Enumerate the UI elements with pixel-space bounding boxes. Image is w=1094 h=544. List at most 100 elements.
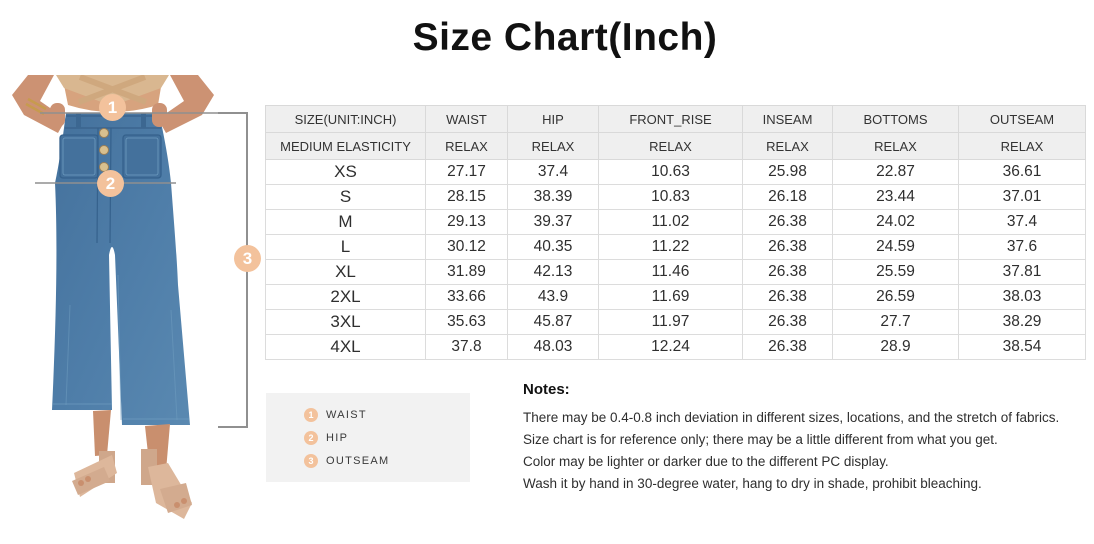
measurement-legend: 1 WAIST 2 HIP 3 OUTSEAM bbox=[266, 393, 470, 482]
value-cell: 26.38 bbox=[742, 309, 833, 335]
value-cell: 26.18 bbox=[742, 184, 833, 210]
value-cell: 37.4 bbox=[507, 159, 599, 185]
header-row-fit: MEDIUM ELASTICITY RELAX RELAX RELAX RELAX REL… bbox=[265, 132, 1086, 160]
value-cell: 29.13 bbox=[425, 209, 508, 235]
value-cell: 10.83 bbox=[598, 184, 743, 210]
value-cell: 27.7 bbox=[832, 309, 959, 335]
legend-label-outseam: OUTSEAM bbox=[326, 454, 390, 467]
value-cell: 11.46 bbox=[598, 259, 743, 285]
value-cell: 35.63 bbox=[425, 309, 508, 335]
outseam-marker: 3 bbox=[234, 245, 261, 272]
value-cell: 28.15 bbox=[425, 184, 508, 210]
table-row: XS 27.17 37.4 10.63 25.98 22.87 36.61 bbox=[265, 159, 1086, 185]
column-header: RELAX bbox=[832, 132, 959, 160]
value-cell: 39.37 bbox=[507, 209, 599, 235]
value-cell: 11.97 bbox=[598, 309, 743, 335]
value-cell: 40.35 bbox=[507, 234, 599, 260]
column-header: RELAX bbox=[598, 132, 743, 160]
value-cell: 12.24 bbox=[598, 334, 743, 360]
value-cell: 26.38 bbox=[742, 334, 833, 360]
value-cell: 37.6 bbox=[958, 234, 1086, 260]
value-cell: 10.63 bbox=[598, 159, 743, 185]
page-title: Size Chart(Inch) bbox=[412, 16, 718, 59]
value-cell: 11.02 bbox=[598, 209, 743, 235]
column-header: HIP bbox=[507, 105, 599, 133]
waist-marker: 1 bbox=[99, 94, 126, 121]
value-cell: 24.02 bbox=[832, 209, 959, 235]
legend-num-2: 2 bbox=[304, 430, 318, 445]
column-header: RELAX bbox=[507, 132, 599, 160]
value-cell: 36.61 bbox=[958, 159, 1086, 185]
size-cell: 4XL bbox=[265, 334, 426, 360]
legend-item-hip: 2 HIP bbox=[304, 430, 470, 445]
column-header: OUTSEAM bbox=[958, 105, 1086, 133]
value-cell: 48.03 bbox=[507, 334, 599, 360]
size-table-body: XS 27.17 37.4 10.63 25.98 22.87 36.61 S 28.15 38.… bbox=[265, 159, 1086, 360]
size-table: SIZE(UNIT:INCH) WAIST HIP FRONT_RISE INSEAM B… bbox=[265, 105, 1086, 360]
value-cell: 38.29 bbox=[958, 309, 1086, 335]
column-header: RELAX bbox=[958, 132, 1086, 160]
value-cell: 30.12 bbox=[425, 234, 508, 260]
header-row-main: SIZE(UNIT:INCH) WAIST HIP FRONT_RISE INSEAM B… bbox=[265, 105, 1086, 133]
column-header: WAIST bbox=[425, 105, 508, 133]
value-cell: 28.9 bbox=[832, 334, 959, 360]
notes-heading: Notes: bbox=[523, 381, 570, 398]
legend-item-waist: 1 WAIST bbox=[304, 407, 470, 422]
value-cell: 26.38 bbox=[742, 234, 833, 260]
size-cell: XS bbox=[265, 159, 426, 185]
table-row: 3XL 35.63 45.87 11.97 26.38 27.7 38.29 bbox=[265, 309, 1086, 335]
note-line: There may be 0.4-0.8 inch deviation in d… bbox=[523, 410, 1060, 425]
value-cell: 37.8 bbox=[425, 334, 508, 360]
note-line: Size chart is for reference only; there … bbox=[523, 432, 998, 447]
table-row: 2XL 33.66 43.9 11.69 26.38 26.59 38.03 bbox=[265, 284, 1086, 310]
model-photo bbox=[12, 75, 225, 519]
note-line: Color may be lighter or darker due to th… bbox=[523, 454, 889, 469]
value-cell: 37.4 bbox=[958, 209, 1086, 235]
size-table-head: SIZE(UNIT:INCH) WAIST HIP FRONT_RISE INSEAM B… bbox=[265, 105, 1086, 160]
column-header: RELAX bbox=[742, 132, 833, 160]
value-cell: 11.69 bbox=[598, 284, 743, 310]
hip-marker: 2 bbox=[97, 170, 124, 197]
size-cell: 2XL bbox=[265, 284, 426, 310]
legend-num-3: 3 bbox=[304, 453, 318, 468]
value-cell: 37.81 bbox=[958, 259, 1086, 285]
legend-num-1: 1 bbox=[304, 407, 318, 422]
value-cell: 45.87 bbox=[507, 309, 599, 335]
value-cell: 38.54 bbox=[958, 334, 1086, 360]
value-cell: 24.59 bbox=[832, 234, 959, 260]
size-cell: XL bbox=[265, 259, 426, 285]
legend-label-waist: WAIST bbox=[326, 408, 367, 421]
column-header: SIZE(UNIT:INCH) bbox=[265, 105, 426, 133]
value-cell: 22.87 bbox=[832, 159, 959, 185]
value-cell: 26.38 bbox=[742, 284, 833, 310]
column-header: MEDIUM ELASTICITY bbox=[265, 132, 426, 160]
value-cell: 25.59 bbox=[832, 259, 959, 285]
value-cell: 38.03 bbox=[958, 284, 1086, 310]
table-row: S 28.15 38.39 10.83 26.18 23.44 37.01 bbox=[265, 184, 1086, 210]
legend-item-outseam: 3 OUTSEAM bbox=[304, 453, 470, 468]
column-header: INSEAM bbox=[742, 105, 833, 133]
column-header: BOTTOMS bbox=[832, 105, 959, 133]
notes-section: Notes: There may be 0.4-0.8 inch deviati… bbox=[523, 381, 1093, 495]
value-cell: 11.22 bbox=[598, 234, 743, 260]
legend-label-hip: HIP bbox=[326, 431, 349, 444]
value-cell: 33.66 bbox=[425, 284, 508, 310]
value-cell: 26.38 bbox=[742, 209, 833, 235]
size-cell: L bbox=[265, 234, 426, 260]
column-header: RELAX bbox=[425, 132, 508, 160]
note-line: Wash it by hand in 30-degree water, hang… bbox=[523, 476, 982, 491]
table-row: 4XL 37.8 48.03 12.24 26.38 28.9 38.54 bbox=[265, 334, 1086, 360]
table-row: L 30.12 40.35 11.22 26.38 24.59 37.6 bbox=[265, 234, 1086, 260]
value-cell: 38.39 bbox=[507, 184, 599, 210]
value-cell: 26.38 bbox=[742, 259, 833, 285]
value-cell: 37.01 bbox=[958, 184, 1086, 210]
value-cell: 23.44 bbox=[832, 184, 959, 210]
size-cell: 3XL bbox=[265, 309, 426, 335]
value-cell: 31.89 bbox=[425, 259, 508, 285]
table-row: M 29.13 39.37 11.02 26.38 24.02 37.4 bbox=[265, 209, 1086, 235]
column-header: FRONT_RISE bbox=[598, 105, 743, 133]
table-row: XL 31.89 42.13 11.46 26.38 25.59 37.81 bbox=[265, 259, 1086, 285]
size-cell: S bbox=[265, 184, 426, 210]
value-cell: 25.98 bbox=[742, 159, 833, 185]
